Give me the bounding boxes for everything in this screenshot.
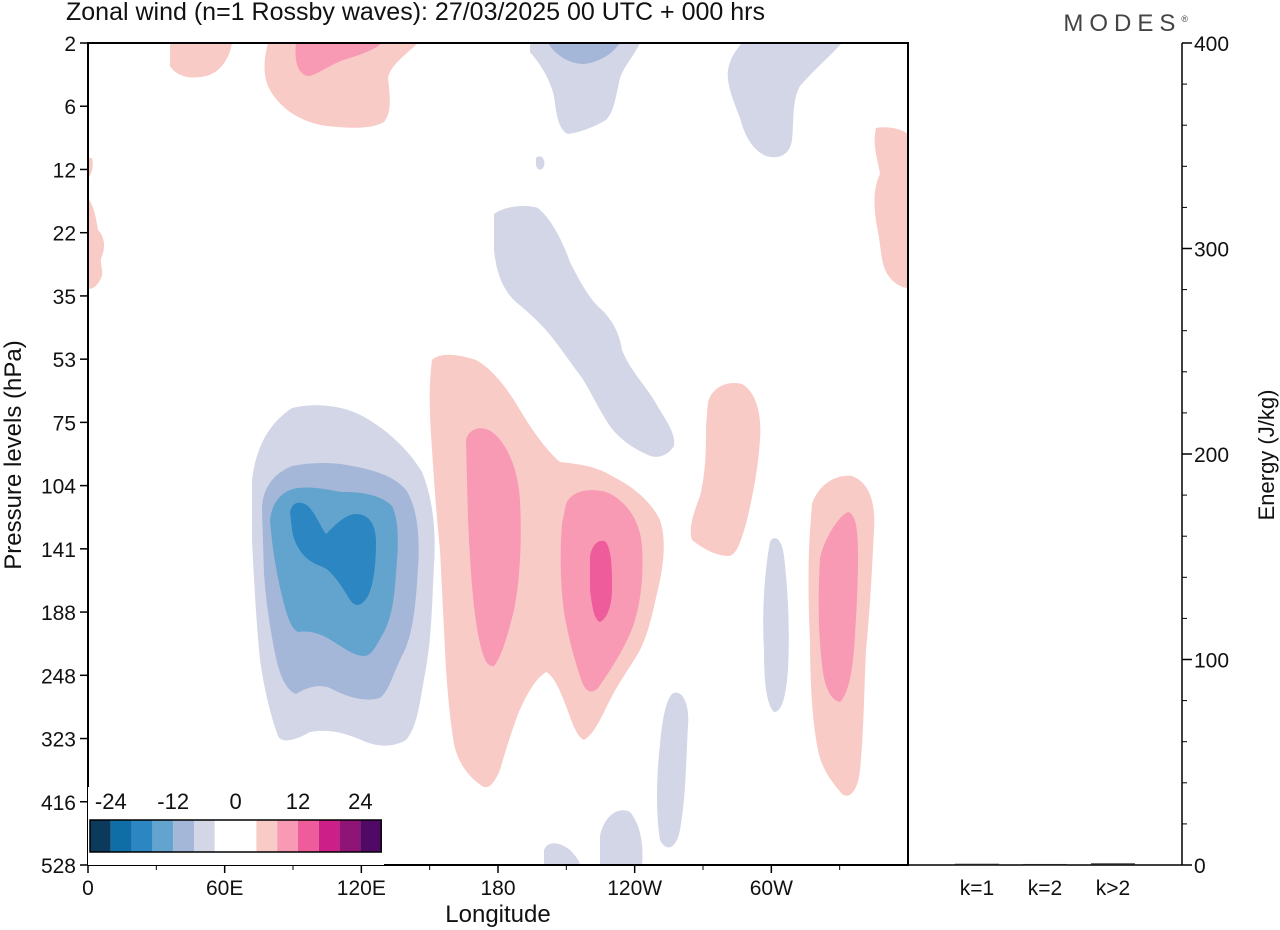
contour-neg-column-80w: [763, 538, 789, 712]
contour-pos-block-30w-core: [818, 512, 858, 702]
contour-neg-bottom-2: [544, 843, 580, 865]
energy-tick-label: 200: [1194, 444, 1229, 467]
longitude-tick-label: 120W: [607, 877, 662, 900]
brand-logo: MODES®: [1063, 10, 1188, 38]
contour-neg-top-center: [530, 43, 640, 134]
pressure-tick-label: 141: [41, 539, 76, 562]
colorbar-tick-label: -12: [157, 789, 189, 814]
contour-neg-small-dot: [536, 156, 545, 170]
pressure-tick-label: 416: [41, 792, 76, 815]
colorbar-swatch: [173, 820, 194, 852]
colorbar-swatch: [235, 820, 257, 852]
pressure-axis: 2 6 12 22 35 53 75 104 141 188 248 323 416 528: [41, 33, 88, 878]
x-axis-label: Longitude: [445, 901, 550, 928]
energy-tick-label: 0: [1194, 855, 1206, 878]
longitude-tick-label: 120E: [337, 877, 386, 900]
pressure-tick-label: 188: [41, 602, 76, 625]
contour-pos-block-1a: [466, 428, 521, 667]
chart-title: Zonal wind (n=1 Rossby waves): 27/03/202…: [66, 0, 765, 26]
energy-bar-series: k=1 k=2 k>2: [955, 863, 1135, 900]
contour-neg-bottom-1: [600, 810, 643, 865]
colorbar-swatch: [256, 820, 278, 852]
pressure-tick-label: 323: [41, 729, 76, 752]
wind-contour-field: [88, 43, 908, 865]
pressure-tick-label: 12: [53, 159, 76, 182]
pressure-tick-label: 6: [64, 96, 76, 119]
energy-tick-label: 400: [1194, 33, 1229, 56]
contour-pos-left-edge: [88, 158, 93, 178]
colorbar-frame: [89, 819, 382, 853]
colorbar-tick-label: 0: [229, 789, 241, 814]
energy-category-label: k=2: [1028, 877, 1062, 900]
pressure-tick-label: 104: [41, 476, 76, 499]
colorbar-swatch: [194, 820, 215, 852]
longitude-axis: 0 60E 120E 180 120W 60W: [82, 865, 841, 900]
colorbar-swatch: [90, 820, 111, 852]
energy-category-label: k>2: [1096, 877, 1130, 900]
colorbar-swatch: [131, 820, 153, 852]
colorbar-swatches: [89, 819, 382, 853]
colorbar-swatch: [360, 820, 382, 852]
energy-bar: [955, 863, 999, 866]
y-axis-label: Pressure levels (hPa): [0, 340, 27, 569]
contour-pos-right-edge: [874, 127, 908, 288]
contour-pos-top-mid-core: [295, 43, 382, 76]
contour-pos-block-2: [590, 540, 612, 622]
energy-category-label: k=1: [960, 877, 994, 900]
pressure-tick-label: 528: [41, 855, 76, 878]
contour-neg-diagonal-band: [494, 206, 675, 457]
longitude-tick-label: 60W: [750, 877, 793, 900]
colorbar-swatch: [214, 820, 236, 852]
colorbar-swatch: [318, 820, 340, 852]
contour-neg-block-3a: [290, 502, 376, 605]
contour-neg-column-120w: [657, 692, 689, 848]
energy-tick-label: 100: [1194, 650, 1229, 673]
longitude-tick-label: 180: [480, 877, 515, 900]
colorbar-tick-label: 24: [348, 789, 372, 814]
pressure-tick-label: 248: [41, 665, 76, 688]
contour-neg-top-right: [727, 43, 842, 158]
pressure-tick-label: 75: [53, 412, 76, 435]
energy-bar: [1091, 863, 1135, 865]
colorbar-swatch: [339, 820, 361, 852]
energy-axis: 0 100 200 300 400: [1182, 33, 1229, 878]
pressure-tick-label: 2: [64, 33, 76, 56]
brand-registered-mark: ®: [1181, 14, 1188, 24]
colorbar-tick-label: 12: [286, 789, 310, 814]
colorbar-swatch: [298, 820, 319, 852]
colorbar-swatch: [152, 820, 174, 852]
contour-pos-column-60w: [690, 382, 761, 556]
pressure-tick-label: 22: [53, 223, 76, 246]
brand-text: MODES: [1063, 10, 1182, 37]
colorbar-swatch: [277, 820, 298, 852]
contour-neg-top-center-core: [548, 43, 620, 64]
colorbar-tick-labels: -24 -12 0 12 24: [95, 789, 373, 814]
colorbar-tick-label: -24: [95, 789, 127, 814]
longitude-tick-label: 0: [82, 877, 94, 900]
energy-bar: [1023, 863, 1067, 866]
energy-tick-label: 300: [1194, 239, 1229, 262]
pressure-tick-label: 53: [53, 349, 76, 372]
contour-pos-top-left: [170, 43, 232, 78]
colorbar-legend: -24 -12 0 12 24: [88, 787, 384, 865]
energy-axis-label: Energy (J/kg): [1254, 390, 1279, 521]
contour-pos-left-edge-2: [88, 198, 105, 289]
colorbar-swatch: [110, 820, 132, 852]
pressure-tick-label: 35: [53, 286, 76, 309]
longitude-tick-label: 60E: [206, 877, 243, 900]
